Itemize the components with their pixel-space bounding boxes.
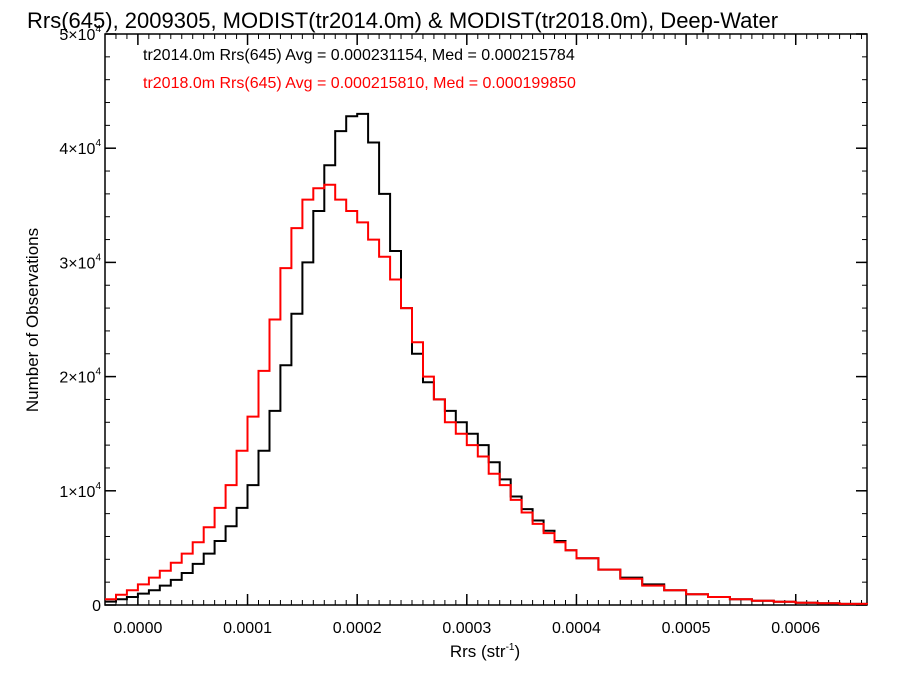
x-tick-label: 0.0000 (113, 620, 162, 637)
y-axis-label: Number of Observations (23, 228, 42, 412)
y-tick-label-base: 2×10 (59, 370, 95, 387)
y-tick-label-exp: 4 (95, 252, 101, 263)
y-tick-label-base: 1×10 (59, 484, 95, 501)
chart-title: Rrs(645), 2009305, MODIST(tr2014.0m) & M… (27, 8, 778, 33)
x-tick-label: 0.0005 (662, 620, 711, 637)
y-tick-label-exp: 4 (95, 481, 101, 492)
y-tick-label-exp: 4 (95, 367, 101, 378)
y-tick-label-exp: 4 (95, 24, 101, 35)
x-tick-label: 0.0004 (552, 620, 601, 637)
legend-entry-2: tr2018.0m Rrs(645) Avg = 0.000215810, Me… (143, 75, 576, 92)
y-tick-label-base: 5×10 (59, 27, 95, 44)
y-tick-label: 4×104 (59, 138, 101, 158)
y-tick-label-base: 4×10 (59, 141, 95, 158)
x-tick-label: 0.0002 (333, 620, 382, 637)
plot-frame (104, 33, 868, 606)
x-tick-label: 0.0003 (442, 620, 491, 637)
y-tick-label-exp: 4 (95, 138, 101, 149)
x-axis-label-text: Rrs (str (450, 642, 506, 661)
legend: tr2014.0m Rrs(645) Avg = 0.000231154, Me… (143, 47, 576, 92)
y-tick-label-base: 0 (92, 598, 101, 615)
y-tick-label: 3×104 (59, 252, 101, 272)
legend-entry-1: tr2014.0m Rrs(645) Avg = 0.000231154, Me… (143, 47, 575, 64)
y-tick-label: 0 (92, 598, 101, 615)
x-tick-label: 0.0006 (771, 620, 820, 637)
x-axis-label: Rrs (str-1) (450, 642, 520, 661)
axes (104, 33, 868, 606)
y-tick-label: 2×104 (59, 367, 101, 387)
series-line-1 (105, 112, 868, 605)
y-tick-label: 5×104 (59, 24, 101, 44)
x-tick-label: 0.0001 (223, 620, 272, 637)
series-line-2 (105, 183, 868, 605)
ticks: 0.0000 0.0001 0.0002 0.0003 0.0004 0.0005 0.00… (59, 24, 867, 637)
series-layer (105, 112, 868, 605)
y-tick-label: 1×104 (59, 481, 101, 501)
x-axis-label-sup: -1 (506, 642, 515, 653)
x-axis-label-end: ) (514, 642, 520, 661)
y-tick-label-base: 3×10 (59, 255, 95, 272)
